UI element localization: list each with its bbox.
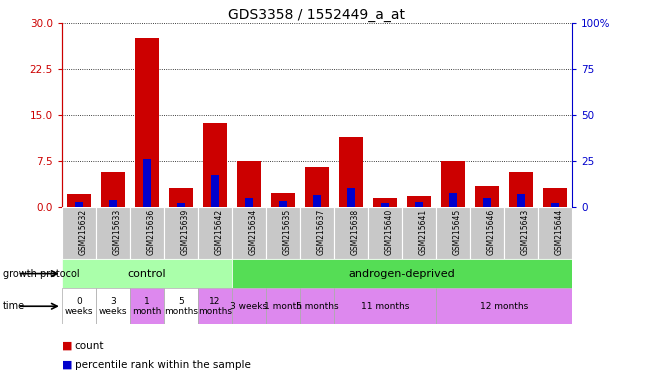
Text: GSM215646: GSM215646 [487,209,496,255]
Text: growth protocol: growth protocol [3,268,80,279]
Bar [538,207,572,259]
Bar [130,207,164,259]
Text: 12
months: 12 months [198,296,232,316]
Bar [441,161,465,207]
Bar [543,188,567,207]
Bar [135,38,159,207]
Text: 3 weeks: 3 weeks [230,302,267,311]
Text: GSM215634: GSM215634 [249,209,258,255]
Bar [448,193,457,207]
Text: 1
month: 1 month [132,296,161,316]
Text: GSM215633: GSM215633 [113,209,122,255]
Bar [271,193,294,207]
Bar [334,207,368,259]
Bar [373,198,396,207]
Text: GSM215644: GSM215644 [555,209,564,255]
Bar [504,207,538,259]
Bar [381,203,389,207]
Bar [211,175,219,207]
Bar [164,207,198,259]
Bar [475,186,499,207]
Bar [164,288,198,324]
Bar [244,198,253,207]
Bar [232,259,572,288]
Text: time: time [3,301,25,311]
Bar [237,161,261,207]
Bar [96,288,130,324]
Bar [339,137,363,207]
Bar [300,288,334,324]
Bar [130,288,164,324]
Text: GSM215641: GSM215641 [419,209,428,255]
Text: 1 month: 1 month [264,302,302,311]
Bar [177,203,185,207]
Text: 11 months: 11 months [361,302,409,311]
Bar [402,207,436,259]
Text: GSM215637: GSM215637 [317,209,326,255]
Text: GSM215645: GSM215645 [453,209,462,255]
Bar [470,207,504,259]
Bar [198,288,232,324]
Text: androgen-deprived: androgen-deprived [348,268,455,279]
Text: GSM215636: GSM215636 [147,209,156,255]
Bar [67,194,90,207]
Bar [232,288,266,324]
Bar [266,207,300,259]
Bar [96,207,130,259]
Text: ■: ■ [62,360,72,370]
Bar [334,288,436,324]
Bar [407,196,431,207]
Bar [300,207,334,259]
Bar [509,172,533,207]
Bar [109,200,117,207]
Text: GSM215632: GSM215632 [79,209,88,255]
Bar [203,122,227,207]
Bar [436,288,572,324]
Bar [305,167,329,207]
Text: GSM215640: GSM215640 [385,209,394,255]
Bar [62,207,96,259]
Bar [436,207,470,259]
Title: GDS3358 / 1552449_a_at: GDS3358 / 1552449_a_at [228,8,406,22]
Text: count: count [75,341,104,351]
Bar [75,202,83,207]
Bar [232,207,266,259]
Bar [551,203,559,207]
Bar [517,194,525,207]
Text: 5 months: 5 months [296,302,338,311]
Bar [62,288,96,324]
Text: GSM215642: GSM215642 [214,209,224,255]
Text: percentile rank within the sample: percentile rank within the sample [75,360,251,370]
Text: control: control [127,268,166,279]
Text: GSM215643: GSM215643 [521,209,530,255]
Bar [483,198,491,207]
Bar [169,188,192,207]
Bar [101,172,125,207]
Bar [198,207,232,259]
Text: 0
weeks: 0 weeks [64,296,93,316]
Bar [279,201,287,207]
Bar [346,188,355,207]
Bar [62,259,232,288]
Text: 3
weeks: 3 weeks [99,296,127,316]
Bar [368,207,402,259]
Bar [415,202,423,207]
Text: GSM215635: GSM215635 [283,209,292,255]
Text: 5
months: 5 months [164,296,198,316]
Text: ■: ■ [62,341,72,351]
Text: GSM215638: GSM215638 [351,209,360,255]
Text: GSM215639: GSM215639 [181,209,190,255]
Text: 12 months: 12 months [480,302,528,311]
Bar [313,195,321,207]
Bar [266,288,300,324]
Bar [142,159,151,207]
